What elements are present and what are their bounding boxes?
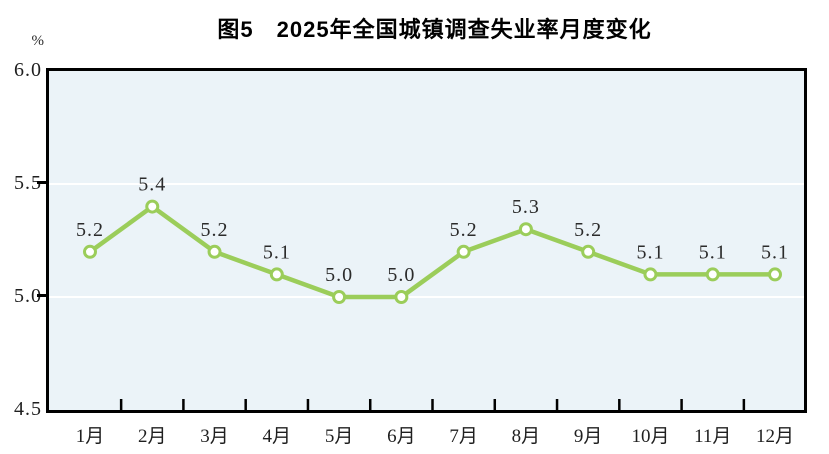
data-point-label: 5.2 (76, 219, 104, 241)
data-point-label: 5.2 (201, 219, 229, 241)
y-tick-label: 6.0 (14, 58, 42, 81)
data-point-label: 5.1 (263, 241, 291, 263)
x-tick-label: 6月 (387, 426, 416, 447)
data-point (768, 267, 782, 282)
x-tick-label: 12月 (755, 426, 794, 447)
x-tick-label: 9月 (573, 426, 603, 447)
data-point-label: 5.2 (450, 219, 478, 241)
line-chart-svg: 5.2 5.4 5.2 5.1 5.0 5.0 5.2 5.3 5.2 5.1 5.1 5.1 (49, 174, 804, 410)
data-point-label: 5.0 (325, 264, 353, 286)
x-tick-label: 5月 (324, 426, 354, 447)
y-tick-label: 4.5 (14, 397, 42, 420)
x-tick-label: 8月 (511, 426, 541, 447)
chart-title: 图5 2025年全国城镇调查失业率月度变化 (217, 17, 652, 42)
y-axis-unit-label: % (31, 33, 45, 49)
data-point-label: 5.2 (574, 219, 602, 241)
data-point-label: 5.1 (699, 241, 727, 263)
data-point (581, 244, 596, 259)
plot-area: 5.2 5.4 5.2 5.1 5.0 5.0 5.2 5.3 5.2 5.1 5.1 5.1 (46, 68, 807, 413)
data-point (705, 267, 720, 282)
x-tick-label: 2月 (138, 426, 167, 447)
y-axis-tick (37, 181, 46, 184)
x-tick-label: 1月 (75, 426, 105, 447)
x-tick-label: 10月 (631, 426, 670, 447)
x-tick-label: 11月 (694, 426, 732, 447)
y-tick-label: 5.5 (14, 171, 42, 194)
data-point-label: 5.1 (761, 241, 789, 263)
data-point (83, 244, 97, 259)
data-point (145, 199, 160, 214)
data-point (332, 290, 347, 304)
data-point (394, 290, 409, 304)
x-tick-label: 4月 (262, 426, 292, 447)
data-point-label: 5.4 (138, 174, 166, 196)
x-tick-label: 3月 (200, 426, 229, 447)
x-tick-label: 7月 (449, 426, 478, 447)
data-line (87, 204, 778, 300)
y-axis-tick (37, 294, 46, 297)
data-point (518, 222, 533, 237)
data-point-label: 5.3 (512, 196, 540, 218)
data-point (643, 267, 658, 282)
data-point-label: 5.0 (387, 264, 415, 286)
y-tick-label: 5.0 (14, 284, 42, 307)
data-point (207, 244, 222, 259)
data-point (456, 244, 471, 259)
data-point (269, 267, 284, 282)
data-point-label: 5.1 (636, 241, 664, 263)
